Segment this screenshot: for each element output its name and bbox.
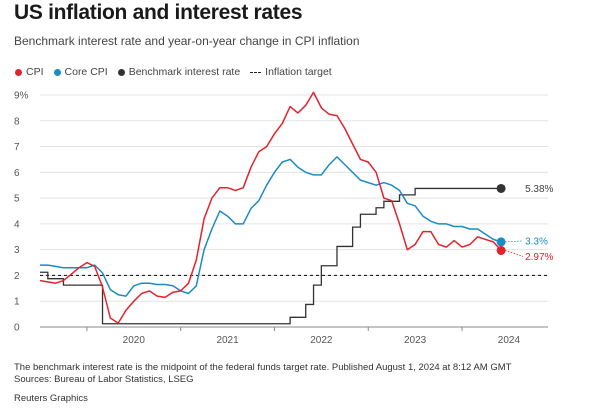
legend-swatch-rate [117, 68, 125, 76]
cpi-end-label: 2.97% [525, 252, 553, 263]
legend-swatch-target [250, 71, 262, 73]
legend-label-rate: Benchmark interest rate [128, 66, 241, 78]
sources-note: Sources: Bureau of Labor Statistics, LSE… [14, 374, 194, 385]
legend-label-target: Inflation target [265, 66, 332, 78]
cpi-end-marker [496, 245, 506, 255]
legend-swatch-cpi [15, 68, 22, 76]
legend-item-cpi: CPI [15, 66, 44, 78]
legend-item-target: Inflation target [250, 66, 332, 78]
chart-subtitle: Benchmark interest rate and year-on-year… [14, 34, 360, 48]
y-tick-label: 5 [14, 194, 20, 205]
core-cpi-line [40, 156, 502, 297]
y-tick-label: 6 [14, 168, 20, 179]
y-tick-label: 4 [14, 219, 20, 230]
core-cpi-label-leader [505, 240, 524, 243]
y-tick-label: 8 [14, 116, 20, 127]
y-tick-label: 3 [14, 245, 20, 256]
footnote: The benchmark interest rate is the midpo… [14, 362, 512, 373]
y-tick-label: 1 [14, 297, 20, 308]
line-chart: 0 1 2 3 4 5 6 7 8 9% 2020 2021 2022 2023 2024 5.38% 3.3%… [14, 91, 554, 347]
y-tick-label: 7 [14, 142, 20, 153]
x-tick-label: 2024 [498, 335, 521, 346]
benchmark-rate-line [40, 187, 502, 325]
legend-item-rate: Benchmark interest rate [117, 66, 241, 78]
chart-title: US inflation and interest rates [14, 1, 303, 24]
core-cpi-end-label: 3.3% [525, 236, 548, 247]
y-tick-label: 2 [14, 271, 20, 282]
legend-swatch-core-cpi [53, 68, 61, 76]
legend-item-core-cpi: Core CPI [53, 66, 108, 78]
benchmark-rate-end-marker [496, 183, 506, 193]
x-tick-label: 2020 [123, 335, 146, 346]
cpi-line [39, 91, 502, 324]
legend-label-cpi: CPI [26, 66, 44, 78]
core-cpi-end-marker [496, 237, 506, 247]
legend: CPI Core CPI Benchmark interest rate Inf… [15, 66, 332, 78]
y-tick-label: 0 [14, 323, 20, 334]
y-tick-label: 9% [14, 91, 29, 102]
x-tick-label: 2021 [216, 335, 239, 346]
benchmark-rate-end-label: 5.38% [525, 184, 553, 195]
legend-label-core-cpi: Core CPI [64, 66, 108, 78]
credit: Reuters Graphics [14, 393, 88, 404]
x-tick-label: 2023 [404, 335, 427, 346]
cpi-label-leader [504, 250, 524, 257]
x-tick-label: 2022 [310, 335, 333, 346]
